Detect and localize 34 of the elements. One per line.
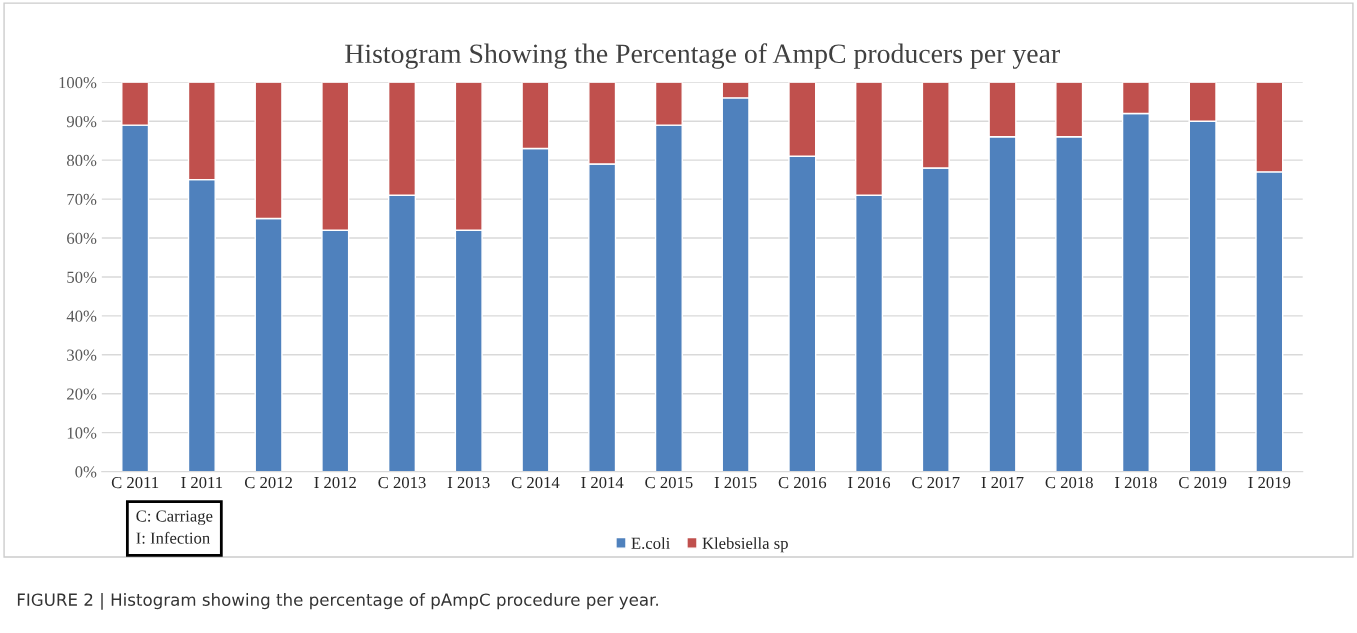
legend-label: Klebsiella sp — [702, 537, 788, 553]
x-tick-label: C 2017 — [912, 476, 960, 489]
caption: FIGURE 2 | Histogram showing the percentage of pAmpC procedure per year. — [17, 593, 658, 610]
x-tick-label: I 2015 — [714, 476, 757, 489]
x-tick-label: C 2012 — [244, 476, 292, 489]
x-tick-label: C 2011 — [111, 476, 159, 489]
x-tick-label: C 2019 — [1179, 476, 1227, 489]
chart-title: Histogram Showing the Percentage of AmpC producers per year — [345, 43, 1060, 69]
x-tick-label: C 2018 — [1045, 476, 1093, 489]
y-tick-label: 50% — [67, 271, 97, 283]
x-tick-label: I 2012 — [314, 476, 356, 489]
y-tick-label: 40% — [66, 310, 97, 322]
x-tick-label: I 2013 — [447, 476, 490, 489]
y-tick-label: 10% — [67, 427, 97, 439]
x-tick-label: I 2017 — [981, 476, 1024, 489]
text: C: Carriage I: Infection — [136, 510, 213, 544]
legend-label: E.coli — [631, 537, 670, 549]
y-tick-label: 20% — [67, 388, 97, 400]
y-tick-label: 80% — [67, 154, 97, 167]
x-tick-label: C 2016 — [778, 476, 827, 489]
x-tick-label: C 2013 — [378, 476, 426, 489]
y-tick-label: 30% — [67, 349, 97, 361]
y-tick-label: 70% — [67, 193, 97, 206]
x-tick-label: C 2015 — [645, 476, 693, 489]
x-tick-label: I 2014 — [581, 476, 624, 489]
x-tick-label: I 2011 — [181, 476, 223, 489]
x-tick-label: C 2014 — [511, 476, 560, 489]
y-tick-label: 90% — [66, 115, 97, 128]
y-tick-label: 100% — [59, 76, 97, 89]
x-tick-label: I 2018 — [1115, 476, 1157, 489]
x-tick-label: I 2019 — [1248, 476, 1291, 489]
y-tick-label: 0% — [75, 466, 97, 478]
x-tick-label: I 2016 — [848, 476, 891, 489]
y-tick-label: 60% — [67, 232, 97, 245]
